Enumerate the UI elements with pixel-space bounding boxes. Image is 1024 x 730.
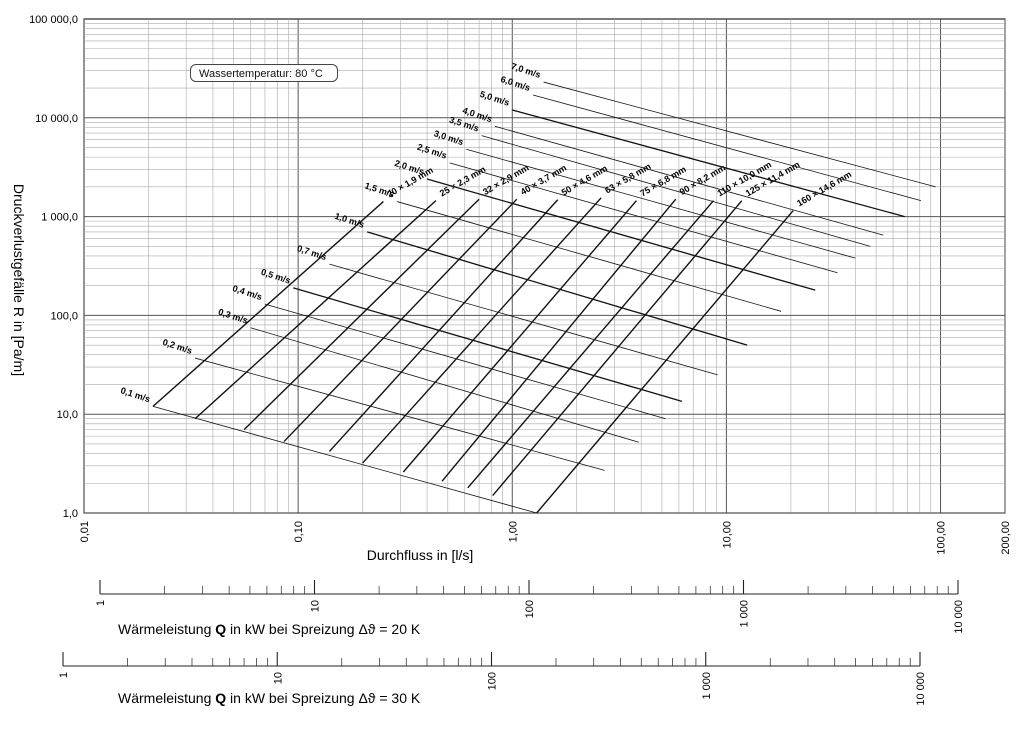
heat-axis-tick-label: 1 000	[701, 672, 713, 700]
y-tick-label: 10,0	[57, 409, 78, 421]
y-axis-title: Druckverlustgefälle R in [Pa/m]	[11, 184, 27, 376]
x-tick-label: 100,00	[936, 521, 948, 555]
pipe-line	[243, 198, 480, 431]
x-axis-title: Durchfluss in [l/s]	[367, 547, 474, 563]
velocity-label: 3,0 m/s	[433, 128, 465, 147]
heat-axis-tick-label: 10 000	[915, 672, 927, 706]
velocity-label: 5,0 m/s	[479, 89, 511, 108]
pipe-line	[194, 200, 437, 420]
heat-axis-tick-label: 1 000	[739, 600, 751, 628]
x-tick-label: 10,00	[721, 521, 733, 549]
y-tick-label: 100 000,0	[29, 14, 78, 26]
velocity-label: 2,5 m/s	[416, 142, 448, 161]
pipe-line	[492, 200, 743, 497]
y-tick-label: 1 000,0	[41, 212, 78, 224]
x-tick-label: 0,01	[79, 521, 91, 542]
heat-axis-tick-label: 100	[487, 672, 499, 690]
velocity-label: 6,0 m/s	[499, 74, 531, 93]
velocity-line	[329, 263, 718, 376]
heat-axis-tick-label: 100	[524, 600, 536, 618]
velocity-line	[152, 405, 537, 514]
velocity-line	[494, 125, 884, 236]
velocity-line	[366, 231, 748, 346]
y-tick-label: 100,0	[50, 310, 78, 322]
velocity-line	[532, 94, 922, 202]
x-tick-label: 1,00	[507, 521, 519, 542]
pipe-label: 50 × 4,6 mm	[560, 163, 609, 197]
velocity-line	[512, 109, 905, 218]
velocity-line	[481, 135, 871, 247]
y-tick-label: 1,0	[63, 508, 78, 520]
velocity-line	[293, 287, 683, 402]
velocity-label: 0,7 m/s	[296, 243, 328, 262]
heat-axis-tick-label: 10	[310, 600, 322, 612]
heat-axis-title: Wärmeleistung Q in kW bei Spreizung Δϑ =…	[118, 621, 421, 637]
heat-axis-tick-label: 1	[58, 672, 70, 678]
x-tick-label: 0,10	[293, 521, 305, 542]
pipe-line	[467, 200, 714, 489]
plot-frame	[83, 18, 1006, 514]
heat-axis-tick-label: 1	[95, 600, 107, 606]
pipe-line	[328, 199, 559, 452]
velocity-label: 0,2 m/s	[161, 337, 193, 356]
velocity-line	[194, 357, 605, 471]
y-tick-label: 10 000,0	[35, 113, 78, 125]
heat-axis-title: Wärmeleistung Q in kW bei Spreizung Δϑ =…	[118, 690, 421, 706]
velocity-label: 0,1 m/s	[119, 385, 151, 404]
x-tick-label: 200,00	[1000, 521, 1012, 555]
velocity-label: 2,0 m/s	[393, 158, 425, 177]
pipe-line	[441, 198, 677, 482]
velocity-line	[397, 201, 782, 312]
pipe-line	[152, 201, 384, 407]
velocity-line	[543, 81, 936, 188]
pipe-line	[362, 197, 602, 464]
velocity-line	[250, 327, 639, 443]
velocity-label: 1,0 m/s	[333, 211, 365, 230]
velocity-line	[426, 178, 816, 291]
velocity-line	[466, 148, 856, 259]
velocity-line	[449, 162, 838, 274]
water-temperature-note: Wassertemperatur: 80 °C	[190, 64, 338, 82]
velocity-label: 1,5 m/s	[363, 181, 395, 200]
velocity-line	[264, 303, 666, 420]
heat-axis-tick-label: 10	[272, 672, 284, 684]
velocity-label: 0,5 m/s	[260, 267, 292, 286]
pipe-line	[283, 198, 518, 442]
pipe-line	[402, 200, 637, 473]
heat-axis-tick-label: 10 000	[953, 600, 965, 634]
velocity-label: 0,3 m/s	[217, 307, 249, 326]
pipe-line	[536, 210, 794, 514]
